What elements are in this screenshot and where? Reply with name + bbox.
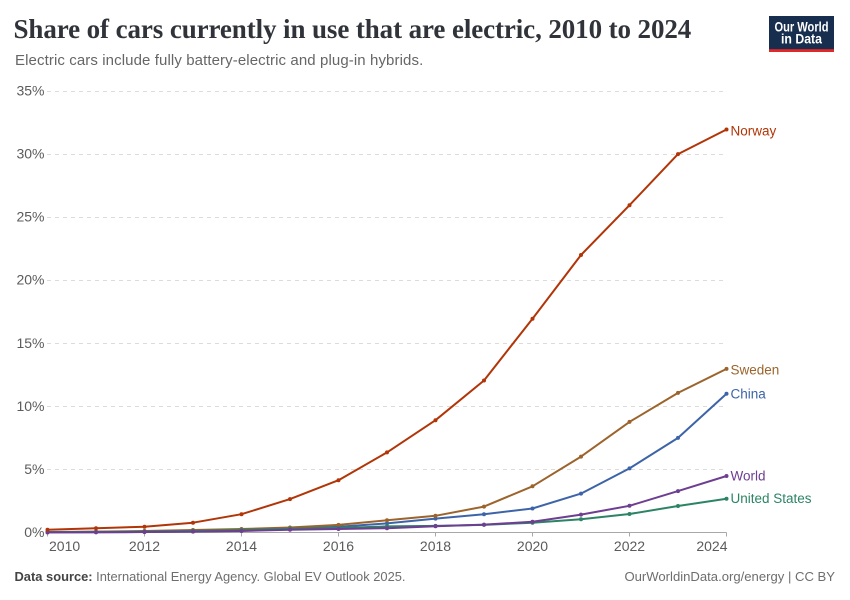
svg-text:35%: 35% xyxy=(16,83,44,99)
svg-text:15%: 15% xyxy=(16,335,44,351)
svg-text:10%: 10% xyxy=(16,398,44,414)
svg-text:25%: 25% xyxy=(16,209,44,225)
svg-text:2020: 2020 xyxy=(517,538,548,554)
svg-text:in Data: in Data xyxy=(781,32,822,47)
svg-text:30%: 30% xyxy=(16,146,44,162)
svg-text:5%: 5% xyxy=(24,461,44,477)
svg-text:2010: 2010 xyxy=(49,538,80,554)
svg-text:Norway: Norway xyxy=(731,123,777,138)
svg-text:2018: 2018 xyxy=(420,538,451,554)
svg-text:Sweden: Sweden xyxy=(731,362,780,377)
svg-text:20%: 20% xyxy=(16,272,44,288)
svg-text:2016: 2016 xyxy=(323,538,354,554)
svg-text:United States: United States xyxy=(731,491,812,506)
svg-text:2022: 2022 xyxy=(614,538,645,554)
svg-text:Our World: Our World xyxy=(775,19,829,34)
svg-text:2024: 2024 xyxy=(696,538,727,554)
svg-text:China: China xyxy=(731,387,767,402)
svg-text:2014: 2014 xyxy=(226,538,257,554)
svg-text:0%: 0% xyxy=(24,524,44,540)
svg-text:World: World xyxy=(731,468,766,483)
svg-text:2012: 2012 xyxy=(129,538,160,554)
